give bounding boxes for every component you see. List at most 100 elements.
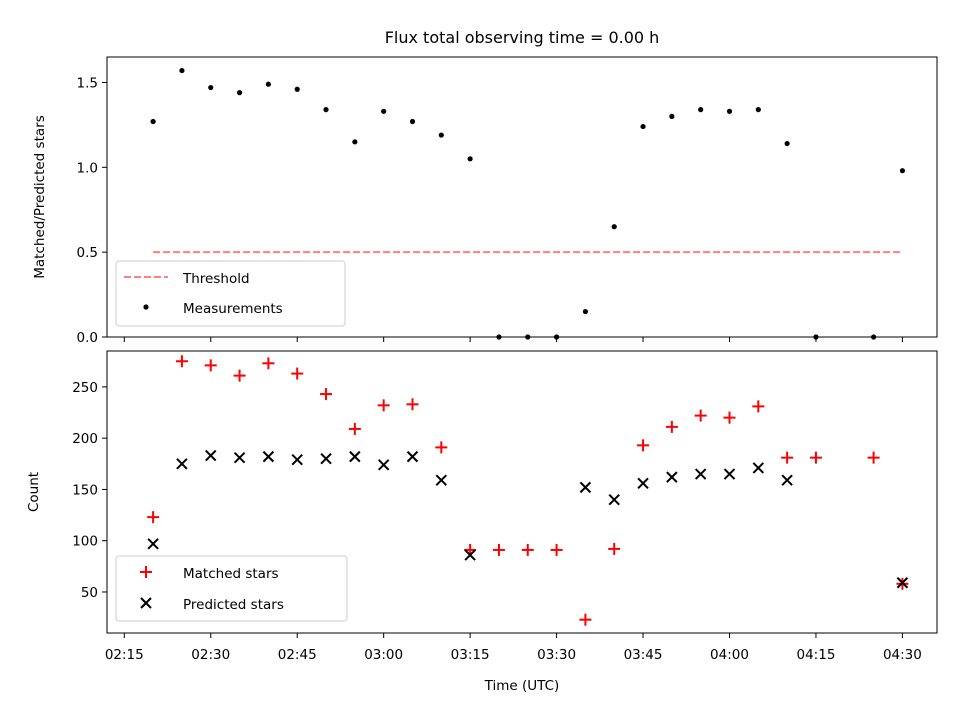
predicted-star-marker [349, 450, 361, 463]
matched-star-marker [435, 441, 448, 454]
measurement-point [409, 118, 416, 125]
predicted-star-marker [608, 493, 620, 506]
predicted-star-marker [781, 474, 793, 486]
measurement-point [352, 139, 358, 145]
xtick-label: 04:30 [883, 647, 922, 663]
matched-star-marker [781, 451, 794, 464]
legend-predicted-label: Predicted stars [183, 597, 284, 613]
matched-star-marker [175, 355, 188, 368]
measurement-point [899, 168, 906, 174]
bottom-ytick-label: 200 [72, 431, 98, 447]
predicted-star-marker [291, 453, 303, 466]
predicted-star-marker [233, 451, 246, 464]
matched-star-marker [377, 399, 390, 412]
legend-threshold-label: Threshold [182, 271, 250, 287]
matched-star-marker [608, 542, 621, 555]
bottom-legend-box [115, 555, 348, 622]
xtick-label: 04:00 [710, 647, 749, 663]
xtick-label: 02:30 [191, 647, 230, 663]
top-plot-area: 0.0 0.5 1.0 1.5 [77, 67, 906, 346]
matched-star-marker [320, 388, 333, 401]
matched-star-marker [665, 420, 678, 433]
matched-star-marker [262, 357, 275, 370]
measurement-point [669, 113, 675, 119]
measurement-point [755, 107, 761, 113]
measurement-point [698, 107, 704, 113]
measurement-point [179, 67, 185, 74]
measurement-point [208, 84, 214, 91]
matched-star-marker [752, 400, 765, 413]
top-ytick-label: 1.5 [77, 75, 98, 91]
xtick-label: 03:30 [537, 647, 576, 663]
legend-matched-label: Matched stars [183, 566, 279, 582]
xtick-label: 03:15 [451, 647, 490, 663]
matched-star-marker [694, 409, 707, 422]
xtick-label: 02:45 [278, 647, 317, 663]
xtick-label: 03:45 [624, 647, 663, 663]
predicted-star-marker [464, 549, 476, 561]
matched-star-marker [723, 411, 736, 424]
bottom-panel: Count Time (UTC) 50 100 150 200 250 02:15 02:3… [26, 350, 938, 694]
predicted-star-marker [205, 449, 217, 462]
bottom-panel-ylabel: Count [26, 472, 42, 512]
top-panel-ylabel: Matched/Predicted stars [32, 115, 48, 278]
matched-star-marker [291, 367, 304, 380]
bottom-plot-area: 50 100 150 200 250 02:15 02:30 02:45 03:00 03:15 0… [72, 355, 922, 663]
predicted-star-marker [637, 477, 649, 489]
top-panel-frame [106, 56, 938, 338]
xtick-label: 03:00 [364, 647, 403, 663]
predicted-star-marker [666, 471, 678, 483]
predicted-star-marker [752, 462, 765, 474]
measurement-point [438, 132, 444, 138]
xtick-label: 04:15 [797, 647, 836, 663]
legend-matched-marker [140, 566, 152, 578]
measurement-point [265, 81, 271, 87]
predicted-star-marker [377, 459, 390, 471]
measurement-point [640, 123, 646, 130]
predicted-star-marker [320, 452, 332, 465]
bottom-panel-xlabel: Time (UTC) [484, 678, 560, 694]
measurement-point [150, 118, 156, 125]
matched-star-marker [521, 543, 534, 556]
matched-star-marker [233, 369, 246, 382]
matched-star-marker [204, 359, 217, 372]
top-legend: Threshold Measurements [115, 260, 346, 327]
matched-star-marker [147, 511, 160, 524]
legend-predicted-marker [140, 597, 152, 609]
predicted-star-marker [579, 481, 592, 494]
top-ytick-label: 0.0 [77, 330, 98, 346]
top-panel-title: Flux total observing time = 0.00 h [385, 28, 660, 47]
top-ytick-label: 0.5 [77, 245, 98, 261]
predicted-star-marker [723, 468, 736, 480]
bottom-ytick-label: 150 [72, 482, 98, 498]
bottom-ytick-label: 250 [72, 380, 98, 396]
matched-star-marker [867, 451, 880, 464]
top-legend-box [115, 260, 346, 327]
predicted-star-marker [406, 450, 419, 463]
predicted-star-marker [896, 577, 909, 589]
measurement-point [726, 108, 733, 114]
measurement-point [294, 86, 300, 92]
matched-star-marker [348, 422, 361, 435]
top-panel: Flux total observing time = 0.00 h Match… [32, 28, 938, 346]
measurement-point [381, 108, 387, 114]
predicted-star-marker [176, 458, 188, 470]
predicted-star-marker [435, 474, 448, 486]
measurement-point [323, 107, 329, 113]
bottom-ytick-label: 100 [72, 534, 98, 550]
matched-star-marker [579, 613, 592, 626]
legend-measurements-label: Measurements [183, 301, 283, 317]
bottom-ytick-label: 50 [81, 585, 98, 601]
measurement-point [611, 224, 617, 230]
bottom-legend: Matched stars Predicted stars [115, 555, 348, 622]
matched-star-marker [406, 398, 419, 411]
matched-star-marker [492, 543, 505, 556]
measurement-point [236, 90, 243, 96]
legend-measurements-marker [143, 304, 149, 310]
predicted-star-marker [262, 450, 275, 463]
top-ytick-label: 1.0 [77, 160, 98, 176]
bottom-panel-frame [106, 350, 938, 634]
predicted-star-marker [694, 468, 707, 480]
measurement-point [582, 308, 589, 315]
